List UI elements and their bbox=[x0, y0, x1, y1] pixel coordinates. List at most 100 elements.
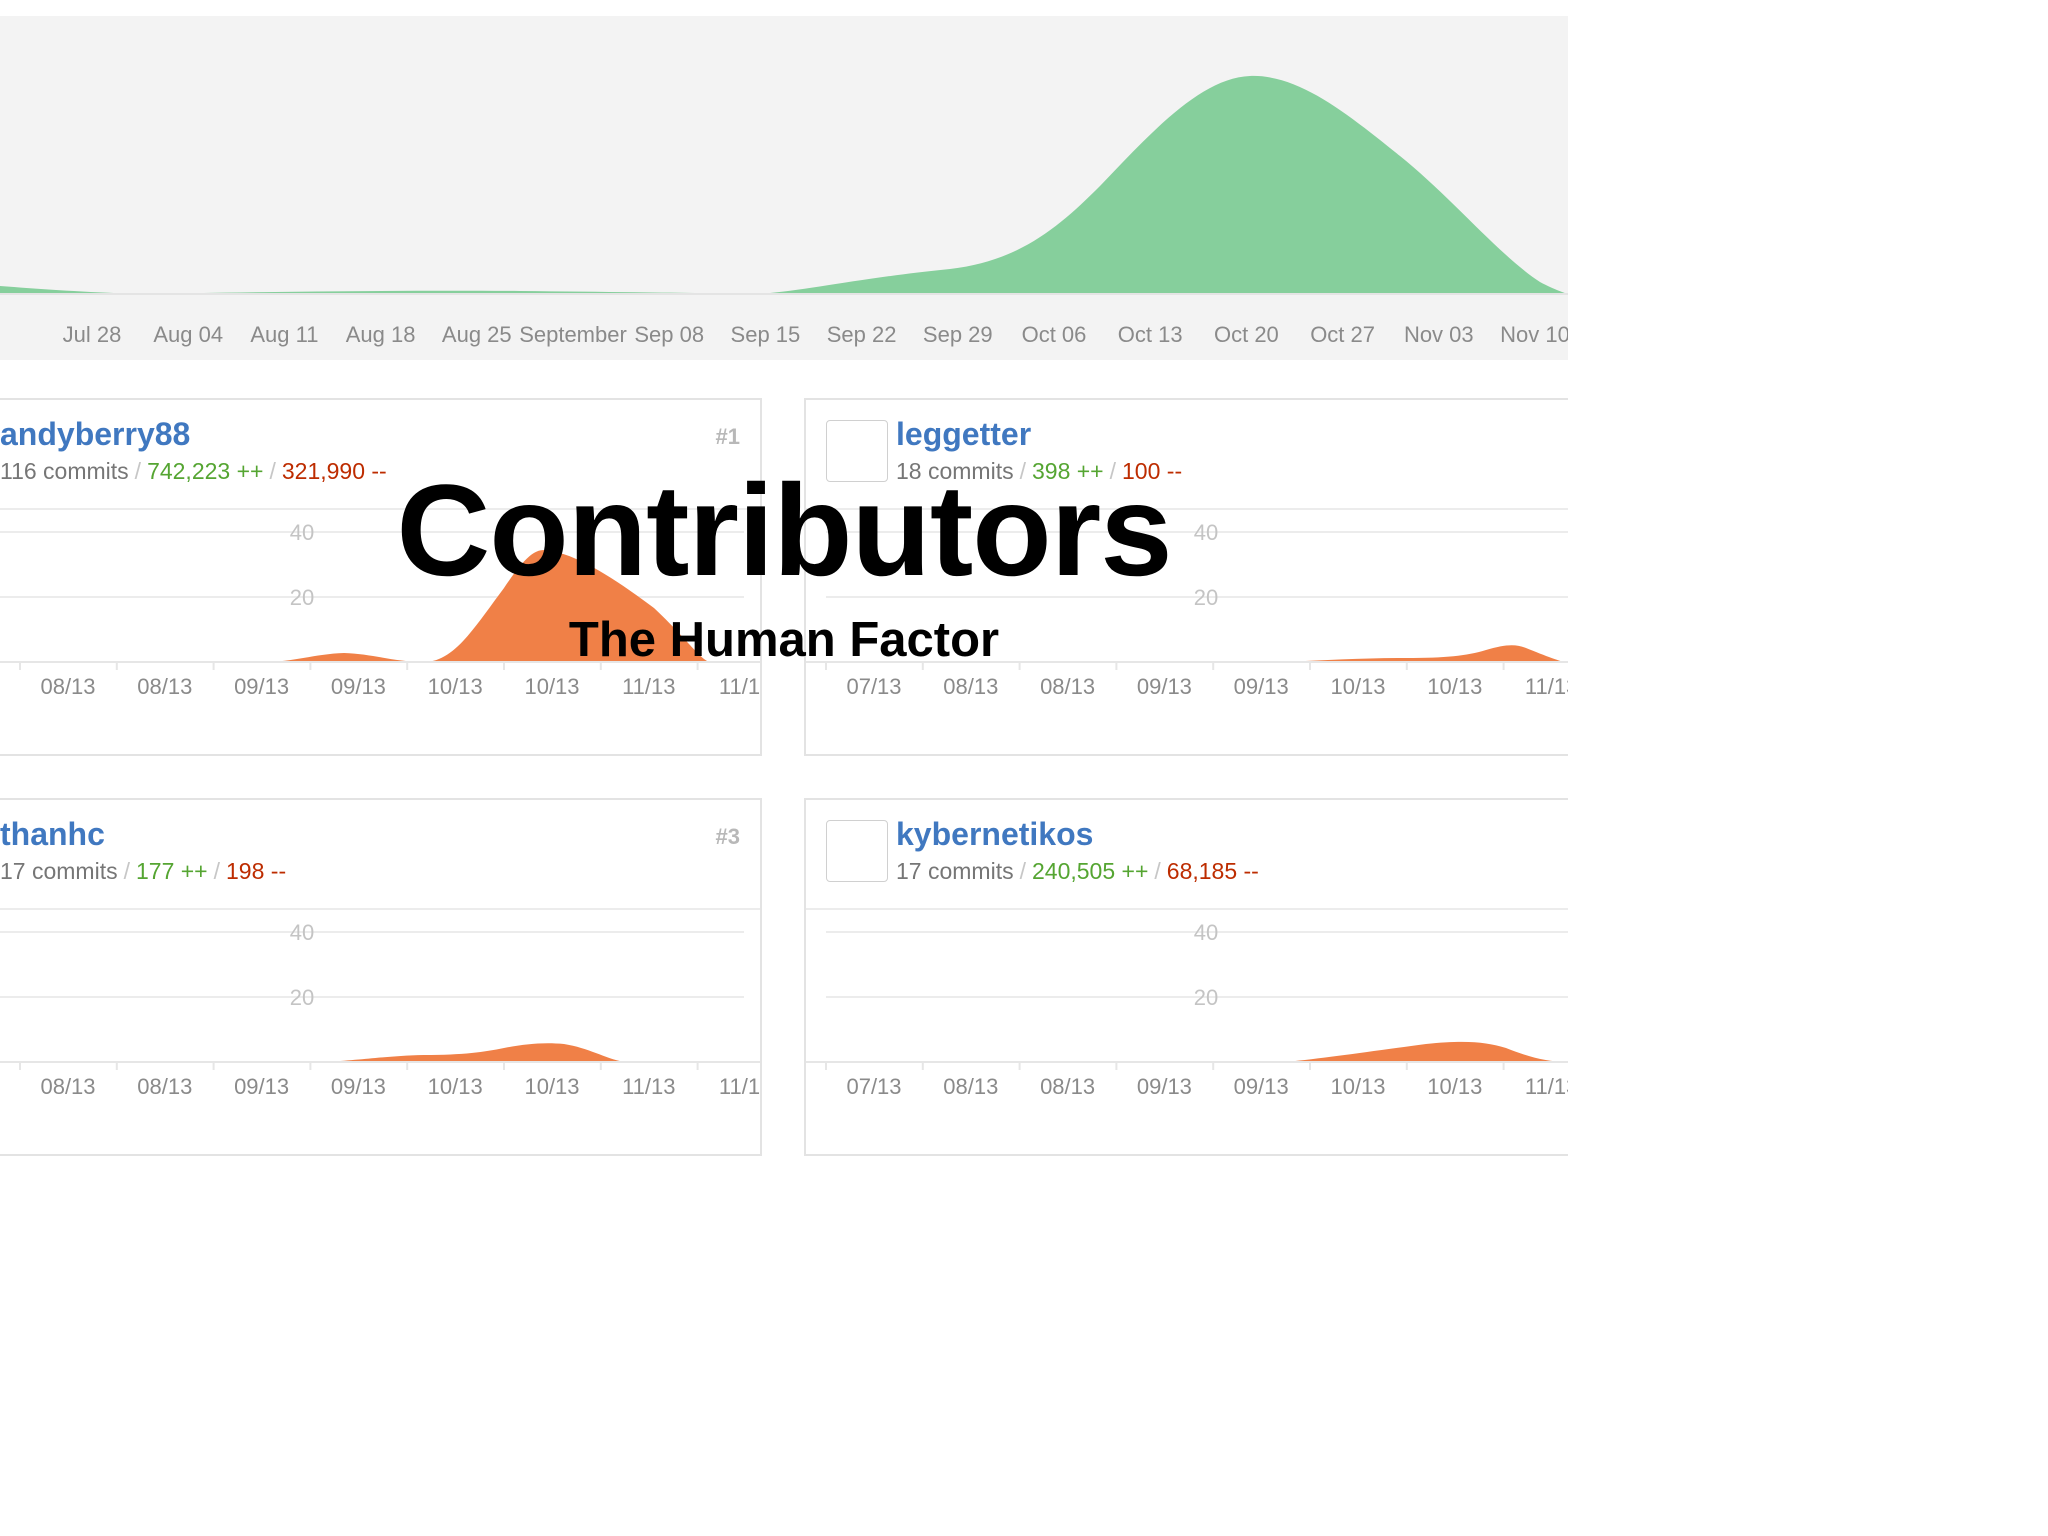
contributor-name-link[interactable]: andyberry88 bbox=[0, 416, 191, 452]
overview-x-label: Sep 15 bbox=[731, 322, 801, 347]
y-tick-label: 20 bbox=[290, 985, 314, 1010]
contributor-card: thanhc 17 commits/177 ++/198 -- #3 40 20 0… bbox=[0, 798, 762, 1156]
contributor-commits-area bbox=[1286, 1041, 1566, 1062]
contributor-card: kybernetikos 17 commits/240,505 ++/68,18… bbox=[804, 798, 1568, 1156]
overview-x-label: Oct 27 bbox=[1310, 322, 1375, 347]
x-tick-label: 08/13 bbox=[1040, 674, 1095, 699]
x-tick-label: 08/13 bbox=[1040, 1074, 1095, 1099]
x-tick-label: 10/13 bbox=[1330, 674, 1385, 699]
x-tick-label: 11/13 bbox=[1525, 674, 1568, 699]
x-tick-label: 10/13 bbox=[524, 1074, 579, 1099]
contributor-card: andyberry88 116 commits/742,223 ++/321,9… bbox=[0, 398, 762, 756]
x-tick-label: 10/13 bbox=[524, 674, 579, 699]
contributor-commits-chart: 40 20 08/13 08/13 09/13 09/13 10/13 10/13 11/13 1… bbox=[0, 520, 762, 699]
chart-gridlines bbox=[826, 931, 1568, 998]
overview-x-label: Oct 13 bbox=[1118, 322, 1183, 347]
x-tick-label: 08/13 bbox=[40, 674, 95, 699]
overview-x-label: Nov 10 bbox=[1500, 322, 1568, 347]
chart-gridlines bbox=[0, 531, 744, 598]
y-tick-label: 40 bbox=[290, 520, 314, 545]
overview-x-label: Aug 25 bbox=[442, 322, 512, 347]
overview-x-label: Aug 04 bbox=[153, 322, 223, 347]
avatar[interactable] bbox=[826, 420, 888, 482]
contributor-commits-chart: 40 20 07/13 08/13 08/13 09/13 09/13 10/13 10/13 1… bbox=[806, 520, 1568, 699]
contributor-stats: 18 commits/398 ++/100 -- bbox=[896, 458, 1183, 484]
commits-overview-svg: Jul 28 Aug 04 Aug 11 Aug 18 Aug 25 September S… bbox=[0, 75, 1568, 347]
contributor-commits-chart: 40 20 08/13 08/13 09/13 09/13 10/13 10/13 11/13 1… bbox=[0, 920, 762, 1099]
overview-x-label: Sep 22 bbox=[827, 322, 897, 347]
y-tick-label: 40 bbox=[1194, 520, 1218, 545]
overview-x-label: Aug 18 bbox=[346, 322, 416, 347]
x-tick-label: 09/13 bbox=[1234, 1074, 1289, 1099]
overview-x-label: Oct 20 bbox=[1214, 322, 1279, 347]
x-tick-label: 09/13 bbox=[234, 674, 289, 699]
contributor-card: leggetter 18 commits/398 ++/100 -- 40 20 0… bbox=[804, 398, 1568, 756]
x-tick-label: 07/13 bbox=[846, 1074, 901, 1099]
additions-count: 398 ++ bbox=[1031, 458, 1104, 484]
x-tick-label: 09/13 bbox=[234, 1074, 289, 1099]
commit-count: 17 commits bbox=[0, 858, 118, 884]
y-tick-label: 20 bbox=[290, 585, 314, 610]
x-tick-label: 10/13 bbox=[428, 1074, 483, 1099]
contributor-commits-chart: 40 20 07/13 08/13 08/13 09/13 09/13 10/13 10/13 1… bbox=[806, 920, 1568, 1099]
x-tick-label: 08/13 bbox=[137, 1074, 192, 1099]
additions-count: 742,223 ++ bbox=[147, 458, 264, 484]
contributor-commits-area bbox=[1286, 645, 1566, 662]
x-tick-label: 11/13 bbox=[622, 674, 675, 699]
y-tick-label: 20 bbox=[1194, 585, 1218, 610]
commit-count: 17 commits bbox=[896, 858, 1014, 884]
overview-x-label: Sep 08 bbox=[634, 322, 704, 347]
commit-count: 116 commits bbox=[0, 458, 129, 484]
chart-gridlines bbox=[826, 531, 1568, 598]
commits-overview-chart: Jul 28 Aug 04 Aug 11 Aug 18 Aug 25 September S… bbox=[0, 16, 1568, 360]
x-tick-label: 09/13 bbox=[1137, 674, 1192, 699]
x-tick-label: 09/13 bbox=[331, 674, 386, 699]
y-tick-label: 40 bbox=[290, 920, 314, 945]
x-tick-label: 11/13 bbox=[719, 674, 762, 699]
overview-x-label: September bbox=[519, 322, 627, 347]
x-tick-label: 09/13 bbox=[1137, 1074, 1192, 1099]
x-tick-label: 08/13 bbox=[943, 674, 998, 699]
x-tick-label: 10/13 bbox=[1427, 674, 1482, 699]
y-tick-label: 20 bbox=[1194, 985, 1218, 1010]
x-tick-label: 08/13 bbox=[943, 1074, 998, 1099]
contributor-stats: 17 commits/240,505 ++/68,185 -- bbox=[896, 858, 1259, 884]
overview-x-label: Jul 28 bbox=[63, 322, 122, 347]
contributor-commits-area bbox=[0, 1043, 760, 1062]
contributors-slide: Jul 28 Aug 04 Aug 11 Aug 18 Aug 25 September S… bbox=[0, 16, 1568, 1156]
contributor-card-header: andyberry88 116 commits/742,223 ++/321,9… bbox=[0, 400, 760, 510]
commits-area bbox=[0, 75, 1568, 294]
contributor-stats: 17 commits/177 ++/198 -- bbox=[0, 858, 287, 884]
x-tick-label: 10/13 bbox=[1330, 1074, 1385, 1099]
commit-count: 18 commits bbox=[896, 458, 1014, 484]
x-tick-label: 11/13 bbox=[719, 1074, 762, 1099]
x-tick-label: 08/13 bbox=[40, 1074, 95, 1099]
deletions-count: 68,185 -- bbox=[1166, 858, 1259, 884]
contributor-name-link[interactable]: thanhc bbox=[0, 816, 105, 852]
contributor-name-link[interactable]: leggetter bbox=[896, 416, 1032, 452]
x-tick-label: 09/13 bbox=[331, 1074, 386, 1099]
contributor-rank: #3 bbox=[715, 824, 740, 849]
overview-x-label: Sep 29 bbox=[923, 322, 993, 347]
deletions-count: 100 -- bbox=[1122, 458, 1183, 484]
y-tick-label: 40 bbox=[1194, 920, 1218, 945]
overview-x-label: Aug 11 bbox=[250, 322, 318, 347]
x-tick-label: 10/13 bbox=[1427, 1074, 1482, 1099]
chart-gridlines bbox=[0, 931, 744, 998]
additions-count: 240,505 ++ bbox=[1031, 858, 1149, 884]
additions-count: 177 ++ bbox=[135, 858, 208, 884]
avatar[interactable] bbox=[826, 820, 888, 882]
overview-x-label: Oct 06 bbox=[1022, 322, 1087, 347]
x-tick-label: 07/13 bbox=[846, 674, 901, 699]
contributor-card-header: kybernetikos 17 commits/240,505 ++/68,18… bbox=[806, 800, 1568, 910]
x-tick-label: 10/13 bbox=[428, 674, 483, 699]
contributor-commits-area bbox=[0, 550, 760, 662]
x-tick-label: 09/13 bbox=[1234, 674, 1289, 699]
contributor-card-header: thanhc 17 commits/177 ++/198 -- #3 bbox=[0, 800, 760, 910]
deletions-count: 321,990 -- bbox=[281, 458, 387, 484]
overview-x-label: Nov 03 bbox=[1404, 322, 1474, 347]
contributor-name-link[interactable]: kybernetikos bbox=[896, 816, 1094, 852]
contributor-stats: 116 commits/742,223 ++/321,990 -- bbox=[0, 458, 387, 484]
x-tick-label: 08/13 bbox=[137, 674, 192, 699]
x-tick-label: 11/13 bbox=[622, 1074, 675, 1099]
